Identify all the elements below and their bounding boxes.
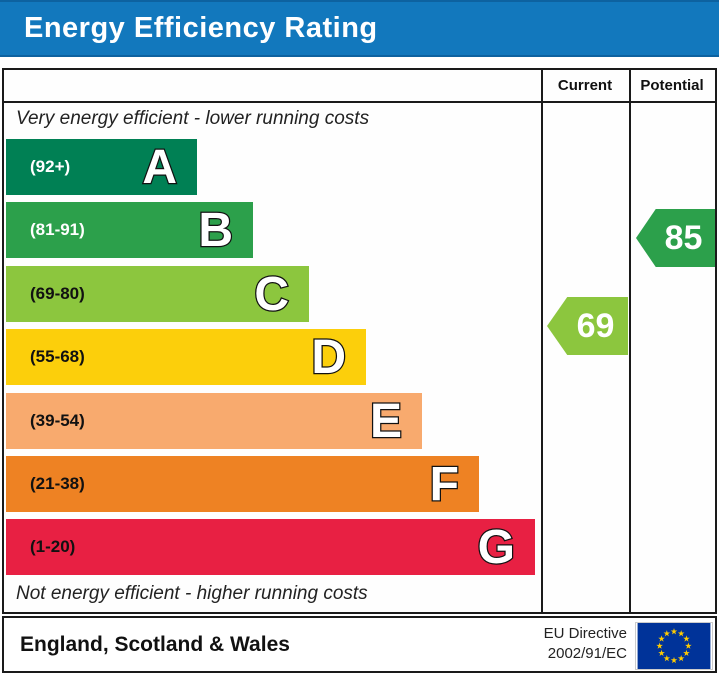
top-note: Very energy efficient - lower running co… — [16, 108, 370, 129]
band-range-label: (21-38) — [30, 474, 85, 493]
potential-rating-value: 85 — [664, 218, 703, 257]
band-letter: E — [369, 393, 404, 449]
band-letter: G — [476, 520, 516, 576]
band-letter: A — [141, 140, 178, 196]
rating-band: (92+) A — [6, 139, 197, 195]
rating-band: (69-80) C — [6, 265, 309, 323]
rating-band: (1-20) G — [6, 519, 535, 576]
eu-directive-label: EU Directive 2002/91/EC — [544, 624, 627, 664]
current-column-divider — [541, 70, 543, 612]
potential-column-header: Potential — [640, 77, 704, 94]
header-row-divider — [4, 101, 715, 103]
eu-directive-line2: 2002/91/EC — [547, 645, 627, 662]
current-column-header: Current — [557, 77, 613, 94]
region-label: England, Scotland & Wales — [20, 633, 290, 656]
band-range-label: (69-80) — [30, 283, 85, 303]
band-letter: D — [310, 330, 347, 386]
chart-footer: England, Scotland & Wales EU Directive 2… — [2, 616, 717, 673]
eu-flag-icon — [635, 622, 713, 670]
rating-band: (39-54) E — [6, 392, 422, 449]
current-rating-value: 69 — [576, 306, 615, 345]
band-letter: F — [428, 457, 460, 513]
band-letter: B — [197, 203, 234, 259]
band-letter: C — [253, 267, 290, 323]
rating-table: Current Potential Very energy efficient … — [2, 68, 717, 614]
band-range-label: (55-68) — [30, 347, 85, 367]
band-range-label: (39-54) — [30, 410, 85, 430]
chart-title: Energy Efficiency Rating — [24, 12, 378, 44]
potential-rating-pointer: 85 — [636, 209, 715, 267]
rating-band: (21-38) F — [6, 456, 479, 512]
chart-header: Energy Efficiency Rating — [0, 0, 719, 57]
current-rating-pointer: 69 — [547, 297, 628, 355]
band-range-label: (1-20) — [30, 537, 76, 557]
rating-band: (81-91) B — [6, 202, 253, 259]
eu-directive-line1: EU Directive — [543, 625, 627, 642]
potential-column-divider — [629, 70, 631, 612]
band-range-label: (81-91) — [30, 220, 85, 240]
band-range-label: (92+) — [30, 157, 71, 176]
rating-band: (55-68) D — [6, 329, 366, 385]
bottom-note: Not energy efficient - higher running co… — [16, 583, 368, 604]
